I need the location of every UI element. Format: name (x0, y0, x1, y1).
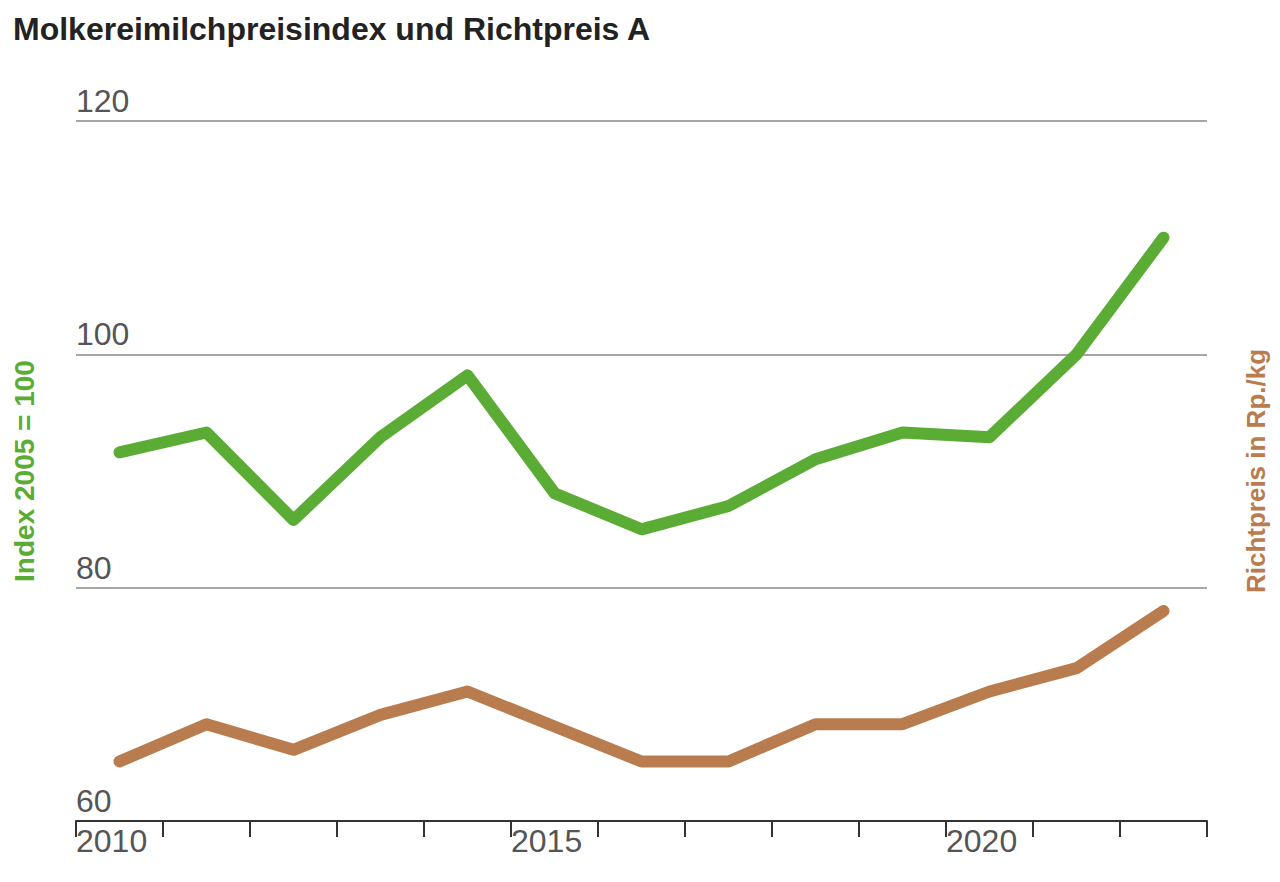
svg-text:2020: 2020 (946, 823, 1017, 859)
svg-text:100: 100 (76, 316, 129, 352)
svg-text:60: 60 (76, 783, 112, 819)
svg-text:Molkereimilchpreisindex und Ri: Molkereimilchpreisindex und Richtpreis A (13, 11, 650, 47)
svg-text:80: 80 (76, 550, 112, 586)
svg-text:2015: 2015 (511, 823, 582, 859)
svg-text:Richtpreis in Rp./kg: Richtpreis in Rp./kg (1241, 349, 1271, 593)
svg-text:Index 2005 = 100: Index 2005 = 100 (9, 360, 40, 582)
svg-text:120: 120 (76, 83, 129, 119)
svg-text:2010: 2010 (76, 823, 147, 859)
